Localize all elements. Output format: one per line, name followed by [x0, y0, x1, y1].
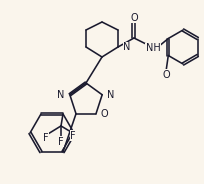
- Text: N: N: [107, 90, 114, 100]
- Text: NH: NH: [145, 43, 160, 53]
- Text: F: F: [58, 137, 63, 147]
- Text: O: O: [101, 109, 108, 119]
- Text: O: O: [162, 70, 169, 79]
- Text: N: N: [57, 90, 64, 100]
- Text: O: O: [130, 13, 137, 23]
- Text: N: N: [122, 42, 130, 52]
- Text: F: F: [70, 131, 75, 141]
- Text: F: F: [43, 133, 49, 143]
